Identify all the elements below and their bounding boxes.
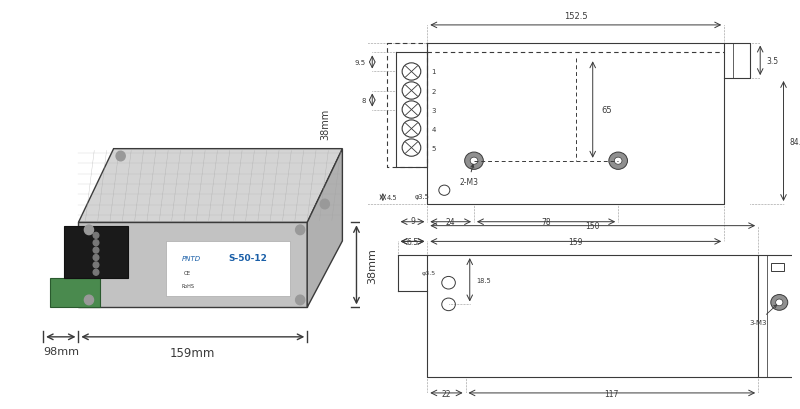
Circle shape [320,200,330,209]
Circle shape [93,240,99,246]
Text: CE: CE [184,270,191,275]
Text: φ3.5: φ3.5 [422,271,436,276]
Text: 22: 22 [442,389,451,398]
Text: 8: 8 [362,98,366,104]
Text: 65: 65 [602,106,612,115]
Text: 4: 4 [432,126,436,132]
Text: 84.5: 84.5 [790,137,800,146]
Text: 98mm: 98mm [43,346,79,356]
Text: 2: 2 [432,88,436,94]
Circle shape [93,270,99,276]
Text: 4.5: 4.5 [387,195,398,201]
Text: 6.5: 6.5 [406,237,418,246]
Text: PNTD: PNTD [182,255,201,261]
Text: φ3.5: φ3.5 [414,193,430,200]
Circle shape [770,295,788,310]
Bar [166,241,290,297]
Text: 152.5: 152.5 [564,12,587,21]
Text: 18.5: 18.5 [476,277,491,283]
Circle shape [93,233,99,239]
Circle shape [470,158,478,165]
Text: 5: 5 [432,145,436,151]
Circle shape [84,295,94,305]
Bar [770,263,783,271]
Polygon shape [64,227,128,278]
Circle shape [609,153,627,170]
Text: 9: 9 [410,216,415,225]
Text: 150: 150 [586,221,600,230]
Text: 24: 24 [446,218,455,227]
Text: 78: 78 [542,218,551,227]
Text: 3-M3: 3-M3 [750,305,777,325]
Circle shape [776,299,783,306]
Circle shape [295,295,305,305]
Text: S-50-12: S-50-12 [228,254,266,262]
Polygon shape [50,278,99,308]
Circle shape [116,152,126,162]
Text: RoHS: RoHS [181,283,194,288]
Text: 38mm: 38mm [321,108,330,139]
Circle shape [93,255,99,261]
Polygon shape [78,223,307,308]
Polygon shape [78,149,342,223]
Circle shape [93,247,99,254]
Circle shape [465,153,483,170]
Text: 38mm: 38mm [367,247,377,283]
Text: 2-M3: 2-M3 [459,165,478,187]
Circle shape [93,262,99,268]
Text: 3: 3 [432,107,436,113]
Text: 159: 159 [569,238,583,247]
Circle shape [295,225,305,235]
Text: 3.5: 3.5 [766,57,778,66]
Text: 1: 1 [432,69,436,75]
Circle shape [614,158,622,165]
Text: 159mm: 159mm [170,346,215,359]
Circle shape [84,225,94,235]
Text: 9.5: 9.5 [354,60,366,66]
Polygon shape [307,149,342,308]
Text: 117: 117 [605,389,619,398]
